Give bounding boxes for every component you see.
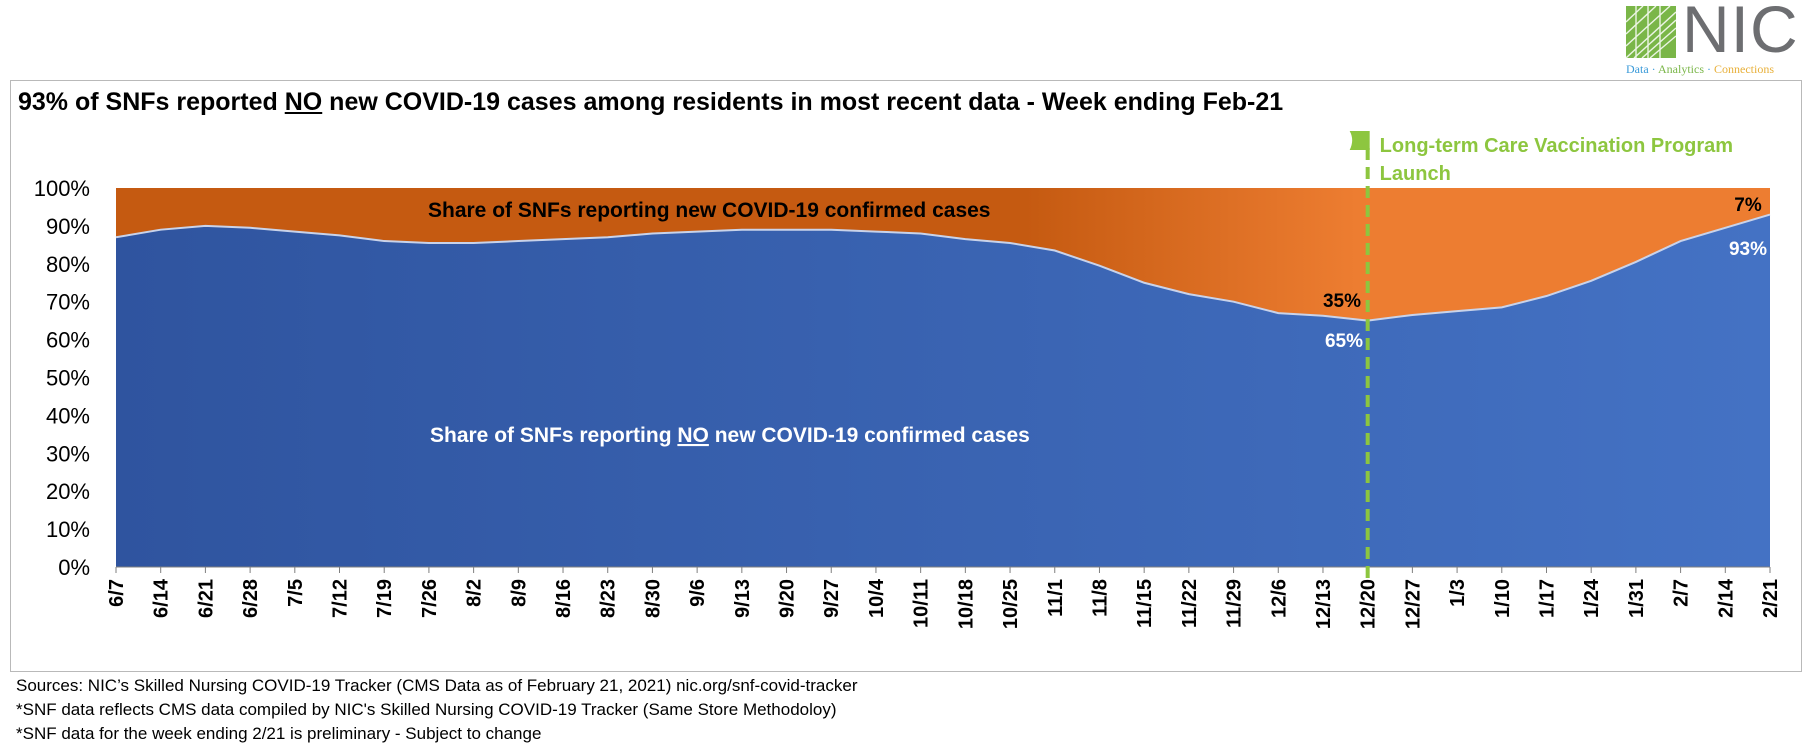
y-tick-label: 60%: [46, 328, 90, 353]
x-tick-label: 2/14: [1715, 578, 1737, 618]
x-tick-label: 7/5: [285, 579, 307, 607]
x-tick-label: 10/11: [911, 579, 933, 628]
data-label-221-no-cases: 93%: [1729, 239, 1767, 260]
footer-sources: Sources: NIC’s Skilled Nursing COVID-19 …: [16, 676, 858, 695]
milestone-flag-icon: [1349, 131, 1370, 150]
tagline-connections: Connections: [1714, 62, 1774, 76]
x-tick-label: 7/26: [419, 579, 441, 618]
label-no-cases-series: Share of SNFs reporting NO new COVID-19 …: [430, 424, 1030, 447]
x-tick-label: 12/13: [1313, 579, 1335, 629]
nic-logo-mark: [1626, 6, 1676, 58]
nic-logo-tagline: Data · Analytics · Connections: [1626, 62, 1774, 77]
y-tick-label: 20%: [46, 479, 90, 504]
x-tick-label: 6/7: [106, 579, 128, 607]
y-tick-label: 10%: [46, 517, 90, 542]
series-area-new-cases: [116, 188, 1770, 321]
y-tick-label: 0%: [58, 555, 90, 580]
y-tick-label: 30%: [46, 441, 90, 466]
x-tick-label: 11/15: [1134, 579, 1156, 628]
x-tick-label: 8/2: [464, 579, 486, 607]
x-tick-label: 1/10: [1492, 579, 1514, 618]
label-new-cases-series: Share of SNFs reporting new COVID-19 con…: [428, 199, 990, 222]
data-label-1220-no-cases: 65%: [1325, 331, 1363, 352]
x-tick-label: 10/25: [1000, 579, 1022, 629]
y-tick-label: 70%: [46, 290, 90, 315]
x-tick-label: 12/6: [1268, 579, 1290, 618]
x-tick-label: 6/21: [195, 579, 217, 618]
tagline-data: Data: [1626, 62, 1649, 76]
series-area-no-cases: [116, 214, 1770, 567]
x-tick-label: 9/27: [821, 579, 843, 618]
chart-title-emphasis: NO: [284, 88, 323, 116]
chart-title-suffix: new COVID-19 cases among residents in mo…: [322, 88, 1284, 116]
x-tick-label: 12/20: [1358, 579, 1380, 629]
x-tick-label: 8/9: [508, 579, 530, 607]
milestone-label-line1: Long-term Care Vaccination Program: [1380, 135, 1733, 157]
x-tick-label: 1/17: [1536, 579, 1558, 618]
x-tick-label: 7/19: [374, 579, 396, 618]
chart-frame: [10, 80, 1802, 672]
nic-logo-wordmark: NIC: [1682, 0, 1799, 66]
x-tick-label: 11/22: [1179, 579, 1201, 628]
x-tick-label: 8/30: [642, 579, 664, 618]
chart-title: 93% of SNFs reported NO new COVID-19 cas…: [18, 88, 1283, 117]
x-tick-label: 9/13: [732, 579, 754, 618]
x-tick-label: 6/14: [151, 578, 173, 618]
x-tick-label: 8/23: [598, 579, 620, 618]
footer-note-methodology: *SNF data reflects CMS data compiled by …: [16, 700, 837, 719]
x-tick-label: 8/16: [553, 579, 575, 618]
x-tick-label: 12/27: [1402, 579, 1424, 629]
x-tick-label: 1/24: [1581, 578, 1603, 618]
x-tick-label: 2/21: [1760, 579, 1782, 618]
x-tick-label: 10/4: [866, 578, 888, 618]
y-tick-label: 90%: [46, 214, 90, 239]
y-tick-label: 50%: [46, 366, 90, 391]
x-tick-label: 9/20: [777, 579, 799, 618]
x-tick-label: 10/18: [955, 579, 977, 629]
y-tick-label: 100%: [34, 176, 90, 201]
data-label-1220-new-cases: 35%: [1323, 291, 1361, 312]
tagline-sep-1: ·: [1648, 62, 1658, 76]
x-tick-label: 2/7: [1671, 579, 1693, 607]
x-tick-label: 1/3: [1447, 579, 1469, 607]
area-chart: 0% 10% 20% 30% 40% 50% 60% 70% 80% 90% 100% 6/7 6/1…: [34, 131, 1782, 629]
x-tick-label: 11/1: [1045, 579, 1067, 617]
y-tick-label: 80%: [46, 252, 90, 277]
milestone-label-line2: Launch: [1380, 163, 1451, 185]
footer-note-preliminary: *SNF data for the week ending 2/21 is pr…: [16, 724, 542, 743]
x-tick-label: 11/29: [1224, 579, 1246, 628]
chart-title-prefix: 93% of SNFs reported: [18, 88, 285, 116]
tagline-sep-2: ·: [1704, 62, 1714, 76]
y-tick-label: 40%: [46, 403, 90, 428]
tagline-analytics: Analytics: [1658, 62, 1704, 76]
x-tick-label: 9/6: [687, 579, 709, 607]
x-tick-label: 1/31: [1626, 579, 1648, 618]
series-boundary-line: [115, 213, 1771, 322]
x-tick-label: 6/28: [240, 579, 262, 618]
data-label-221-new-cases: 7%: [1734, 195, 1762, 216]
x-tick-label: 11/8: [1089, 579, 1111, 617]
x-tick-label: 7/12: [330, 579, 352, 618]
